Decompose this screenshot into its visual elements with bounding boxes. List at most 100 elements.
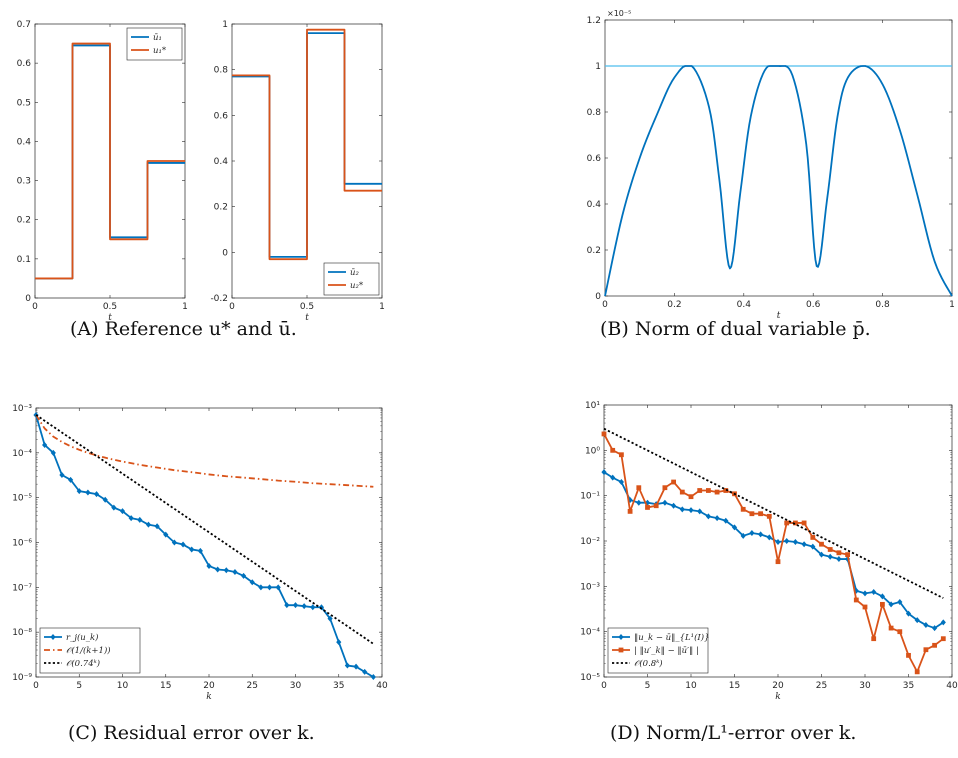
y-tick-label: 0.8	[587, 108, 602, 118]
series-line-a1-1	[35, 42, 185, 280]
legend: ū₂ u₂*	[323, 262, 380, 296]
x-tick-label: 1	[379, 302, 385, 312]
caption-b-text: Norm of dual variable p̄.	[634, 318, 871, 340]
data-point	[292, 602, 299, 609]
data-point	[636, 485, 642, 491]
x-tick-label: 30	[859, 681, 871, 691]
chart-b: 0 0.2 0.4 0.6 0.8 1 0 0.2 0.4 0.6 0.8 1 1.2 ×10⁻⁵ t	[587, 9, 955, 321]
data-point	[119, 508, 126, 515]
y-tick-label: 0.6	[214, 111, 229, 121]
data-point	[679, 489, 685, 495]
data-point	[810, 543, 816, 550]
data-point	[897, 629, 903, 635]
data-point	[758, 511, 763, 517]
caption-a-label: (A)	[70, 318, 99, 340]
data-point	[714, 515, 720, 522]
x-tick-label: 0.4	[737, 300, 752, 310]
y-tick-label: 10⁻⁸	[12, 628, 32, 638]
y-tick-label: 0.7	[17, 20, 31, 30]
x-tick-label: 10	[685, 681, 697, 691]
data-point	[906, 652, 911, 658]
x-tick-label: 0	[601, 681, 607, 691]
data-point	[784, 520, 790, 526]
x-axis-label: k	[206, 692, 211, 702]
x-tick-label: 35	[333, 681, 344, 691]
caption-a: (A) Reference u* and ū.	[70, 318, 297, 340]
data-point	[59, 472, 65, 479]
data-point	[793, 520, 798, 526]
data-point	[688, 507, 694, 514]
y-tick-label: 10⁻⁷	[12, 583, 32, 593]
data-point	[85, 489, 91, 496]
x-tick-label: 0	[32, 302, 38, 312]
data-point	[905, 610, 912, 617]
legend-marker	[50, 634, 56, 640]
data-point	[671, 479, 676, 485]
data-point	[766, 534, 772, 541]
data-point	[671, 502, 677, 509]
y-tick-label: 0.2	[587, 246, 601, 256]
series-line-d-1	[603, 433, 944, 673]
data-point	[68, 476, 74, 483]
x-tick-label: 40	[376, 681, 388, 691]
data-point	[836, 550, 842, 556]
data-point	[662, 485, 668, 491]
y-tick-label: 1	[222, 20, 228, 30]
data-point	[810, 535, 816, 540]
y-tick-label: 0.4	[214, 157, 229, 167]
caption-b: (B) Norm of dual variable p̄.	[600, 318, 871, 340]
data-point	[679, 506, 685, 513]
data-point	[845, 552, 850, 558]
data-point	[362, 668, 368, 675]
data-point	[266, 584, 273, 591]
x-tick-label: 0.5	[300, 302, 314, 312]
data-point	[792, 539, 798, 546]
caption-a-text: Reference u* and ū.	[104, 318, 297, 340]
y-tick-label: 0.4	[17, 137, 32, 147]
x-tick-label: 25	[816, 681, 827, 691]
x-tick-label: 5	[76, 681, 82, 691]
data-point	[249, 579, 255, 586]
x-tick-label: 20	[203, 681, 215, 691]
legend-label: ū₂	[350, 268, 359, 278]
data-point	[258, 584, 264, 591]
data-point	[645, 505, 650, 510]
data-point	[154, 523, 160, 530]
legend-label: u₁*	[153, 46, 167, 56]
data-point	[775, 559, 781, 565]
y-tick-label: 0	[222, 248, 228, 258]
data-point	[862, 590, 868, 597]
data-point	[705, 513, 711, 520]
data-point	[353, 663, 359, 670]
legend-label: ū₁	[153, 33, 162, 43]
data-point	[215, 566, 221, 573]
legend-label: ‖u_k − ū‖_{L¹(I)}	[634, 632, 709, 643]
data-point	[318, 604, 325, 611]
legend: r_j(u_k) 𝒪(1/(k+1)) 𝒪(0.74ᵏ)	[39, 627, 141, 674]
x-tick-label: 0.6	[806, 300, 821, 310]
data-point	[940, 636, 946, 642]
data-point	[636, 499, 642, 506]
x-tick-label: 35	[903, 681, 914, 691]
data-point	[610, 474, 616, 481]
data-point	[827, 547, 833, 552]
legend-label: 𝒪(0.8ᵏ)	[634, 658, 663, 669]
y-tick-label: 1	[595, 62, 601, 72]
data-point	[740, 532, 746, 539]
data-point	[879, 593, 885, 600]
x-tick-label: 0	[33, 681, 39, 691]
y-tick-label: 10⁰	[585, 446, 600, 456]
series-line-b-1	[604, 65, 953, 297]
data-point	[932, 625, 938, 632]
data-point	[819, 541, 824, 547]
series-line-c-2	[35, 414, 374, 645]
data-point	[697, 508, 703, 515]
legend-marker	[618, 647, 624, 653]
series-line-c-0	[35, 414, 374, 678]
y-tick-label: 10⁻³	[580, 582, 600, 592]
data-point	[784, 538, 790, 544]
caption-b-label: (B)	[600, 318, 629, 340]
x-tick-label: 0	[229, 302, 235, 312]
legend-label: 𝒪(0.74ᵏ)	[66, 658, 100, 669]
